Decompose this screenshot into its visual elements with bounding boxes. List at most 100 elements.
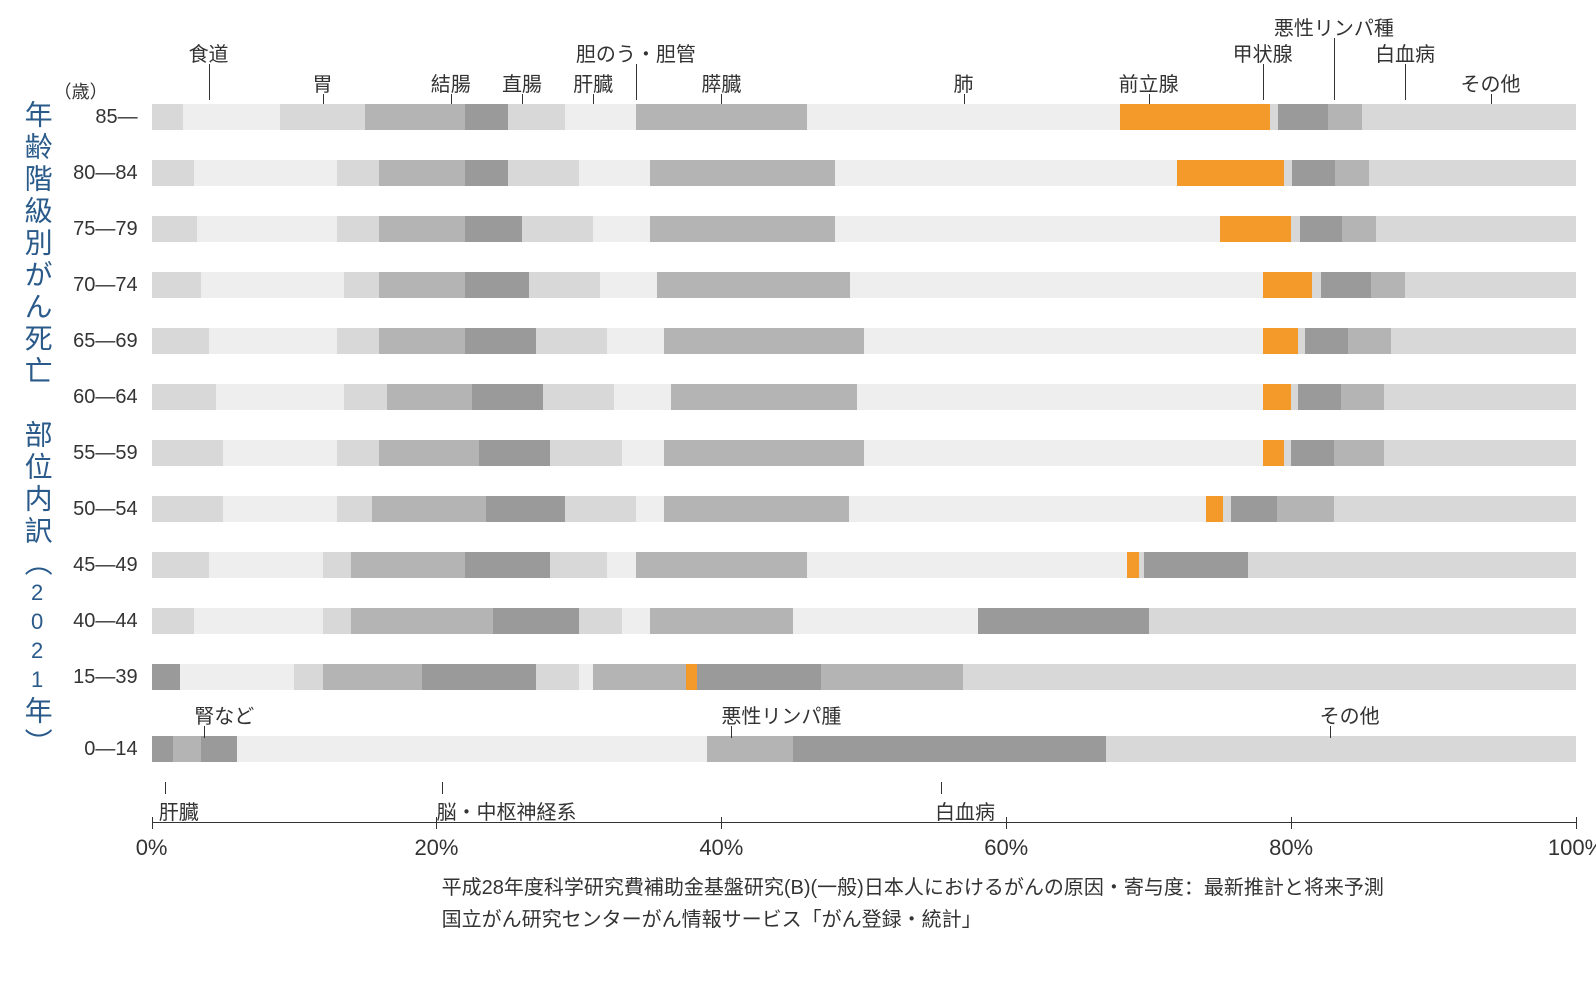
bar-segment xyxy=(593,664,621,690)
category-label: 甲状腺 xyxy=(1233,38,1293,67)
bar-segment xyxy=(1191,552,1248,578)
bar-segment xyxy=(197,216,337,242)
bar-segment xyxy=(1391,328,1576,354)
bar-segment xyxy=(152,216,198,242)
bar-segment xyxy=(607,328,664,354)
category-label: 白血病 xyxy=(1375,38,1435,67)
bar-segment xyxy=(1106,736,1334,762)
bar-segment xyxy=(1248,552,1576,578)
bar-segment xyxy=(152,384,216,410)
bar-segment xyxy=(237,736,707,762)
bar-segment xyxy=(1127,552,1138,578)
bar-segment xyxy=(707,440,864,466)
bar-segment xyxy=(465,104,508,130)
bar-segment xyxy=(351,552,465,578)
bar-segment xyxy=(379,272,464,298)
bar-segment xyxy=(614,384,671,410)
bar-segment xyxy=(1263,272,1313,298)
bar-segment xyxy=(579,160,650,186)
stacked-bar xyxy=(152,384,1576,410)
bar-segment xyxy=(1384,384,1576,410)
bar-segment xyxy=(379,216,464,242)
stacked-bar xyxy=(152,104,1576,130)
bar-segment xyxy=(565,104,636,130)
bar-segment xyxy=(1328,104,1362,130)
bar-segment xyxy=(707,736,792,762)
bar-segment xyxy=(835,160,1177,186)
bar-segment xyxy=(493,608,578,634)
bar-segment xyxy=(1300,216,1343,242)
bar-row: 0―14 xyxy=(152,732,1576,766)
bar-segment xyxy=(465,328,536,354)
bar-segment xyxy=(479,440,550,466)
bar-segment xyxy=(152,552,209,578)
x-tick-label: 60% xyxy=(984,835,1028,861)
bar-segment xyxy=(1291,384,1298,410)
x-tick-label: 40% xyxy=(699,835,743,861)
bar-segment xyxy=(209,328,337,354)
bar-segment xyxy=(1144,552,1191,578)
age-group-label: 75―79 xyxy=(62,218,144,241)
age-group-label: 70―74 xyxy=(62,274,144,297)
bar-row: 55―59 xyxy=(152,436,1576,470)
bar-segment xyxy=(201,736,237,762)
bar-segment xyxy=(323,608,351,634)
bar-segment xyxy=(835,216,1220,242)
bar-segment xyxy=(1298,384,1341,410)
bar-segment xyxy=(223,496,337,522)
bar-segment xyxy=(1284,440,1291,466)
bar-segment xyxy=(1263,440,1284,466)
bar-segment xyxy=(180,664,294,690)
category-label: 前立腺 xyxy=(1119,68,1179,97)
y-title-end: 年） xyxy=(22,696,53,760)
bar-segment xyxy=(337,440,380,466)
bar-segment xyxy=(693,496,850,522)
mid-labels-lower: 肝臓脳・中枢神経系白血病 xyxy=(152,788,1576,822)
age-group-label: 80―84 xyxy=(62,162,144,185)
bar-segment xyxy=(216,384,344,410)
bar-segment xyxy=(1334,496,1576,522)
top-category-labels: （歳） 悪性リンパ種食道胆のう・胆管甲状腺白血病胃結腸直腸肝臓膵臓肺前立腺その他 xyxy=(62,20,1576,100)
bar-segment xyxy=(152,272,202,298)
bar-segment xyxy=(280,104,365,130)
bar-segment xyxy=(622,440,665,466)
bar-segment xyxy=(323,664,423,690)
bar-segment xyxy=(465,216,522,242)
stacked-bar xyxy=(152,440,1576,466)
stacked-bar xyxy=(152,736,1576,762)
age-group-label: 85― xyxy=(62,106,144,129)
bar-segment xyxy=(152,104,183,130)
y-title-year: 2021 xyxy=(25,580,50,696)
bar-segment xyxy=(1220,216,1291,242)
bar-segment xyxy=(664,552,806,578)
bar-segment xyxy=(664,496,692,522)
bar-segment xyxy=(522,216,593,242)
bar-segment xyxy=(707,104,807,130)
bar-row: 45―49 xyxy=(152,548,1576,582)
bar-segment xyxy=(707,216,835,242)
bar-segment xyxy=(622,664,686,690)
bar-segment xyxy=(714,384,856,410)
bar-segment xyxy=(337,496,373,522)
bar-segment xyxy=(323,552,351,578)
bar-segment xyxy=(1335,160,1369,186)
bar-segment xyxy=(1321,272,1371,298)
age-group-label: 65―69 xyxy=(62,330,144,353)
bar-segment xyxy=(579,608,622,634)
bar-segment xyxy=(152,160,195,186)
bar-segment xyxy=(650,160,707,186)
bar-segment xyxy=(1206,496,1223,522)
bar-segment xyxy=(536,328,607,354)
bar-segment xyxy=(194,160,336,186)
bar-segment xyxy=(387,384,472,410)
bar-segment xyxy=(486,496,564,522)
bar-segment xyxy=(1305,328,1348,354)
category-label: 肺 xyxy=(954,68,974,97)
bar-segment xyxy=(201,272,343,298)
mid-label: その他 xyxy=(1320,700,1380,729)
bar-segment xyxy=(607,552,635,578)
stacked-bar xyxy=(152,496,1576,522)
bar-segment xyxy=(1369,160,1576,186)
bar-row: 50―54 xyxy=(152,492,1576,526)
bar-segment xyxy=(650,216,707,242)
